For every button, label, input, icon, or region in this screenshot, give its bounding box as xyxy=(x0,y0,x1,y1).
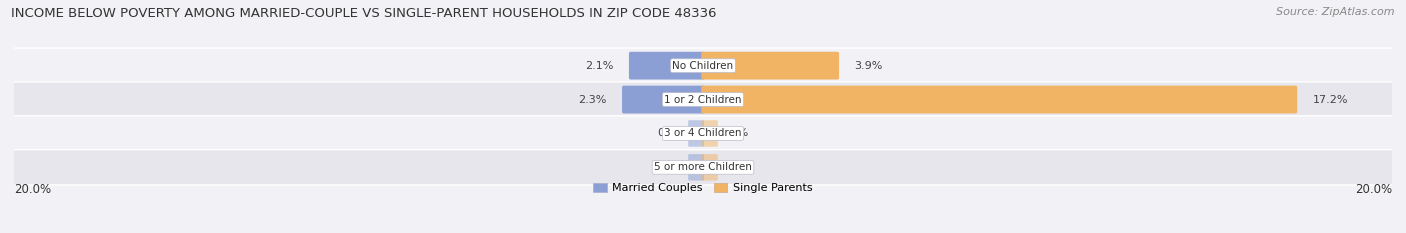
Text: 0.0%: 0.0% xyxy=(720,162,748,172)
Text: 20.0%: 20.0% xyxy=(14,183,51,196)
FancyBboxPatch shape xyxy=(13,48,1393,83)
FancyBboxPatch shape xyxy=(621,86,704,113)
Text: 2.1%: 2.1% xyxy=(585,61,613,71)
Text: 1 or 2 Children: 1 or 2 Children xyxy=(664,95,742,105)
FancyBboxPatch shape xyxy=(702,120,718,147)
FancyBboxPatch shape xyxy=(628,52,704,79)
Text: 5 or more Children: 5 or more Children xyxy=(654,162,752,172)
FancyBboxPatch shape xyxy=(13,82,1393,117)
Text: 3 or 4 Children: 3 or 4 Children xyxy=(664,128,742,138)
Text: No Children: No Children xyxy=(672,61,734,71)
Text: 20.0%: 20.0% xyxy=(1355,183,1392,196)
Text: 17.2%: 17.2% xyxy=(1313,95,1348,105)
FancyBboxPatch shape xyxy=(702,154,718,181)
Legend: Married Couples, Single Parents: Married Couples, Single Parents xyxy=(589,178,817,197)
FancyBboxPatch shape xyxy=(13,150,1393,185)
Text: INCOME BELOW POVERTY AMONG MARRIED-COUPLE VS SINGLE-PARENT HOUSEHOLDS IN ZIP COD: INCOME BELOW POVERTY AMONG MARRIED-COUPL… xyxy=(11,7,717,20)
Text: 2.3%: 2.3% xyxy=(578,95,606,105)
FancyBboxPatch shape xyxy=(688,154,704,181)
Text: 0.0%: 0.0% xyxy=(658,128,686,138)
Text: 0.0%: 0.0% xyxy=(658,162,686,172)
Text: Source: ZipAtlas.com: Source: ZipAtlas.com xyxy=(1277,7,1395,17)
Text: 0.0%: 0.0% xyxy=(720,128,748,138)
FancyBboxPatch shape xyxy=(702,52,839,79)
FancyBboxPatch shape xyxy=(702,86,1298,113)
FancyBboxPatch shape xyxy=(13,116,1393,151)
Text: 3.9%: 3.9% xyxy=(855,61,883,71)
FancyBboxPatch shape xyxy=(688,120,704,147)
